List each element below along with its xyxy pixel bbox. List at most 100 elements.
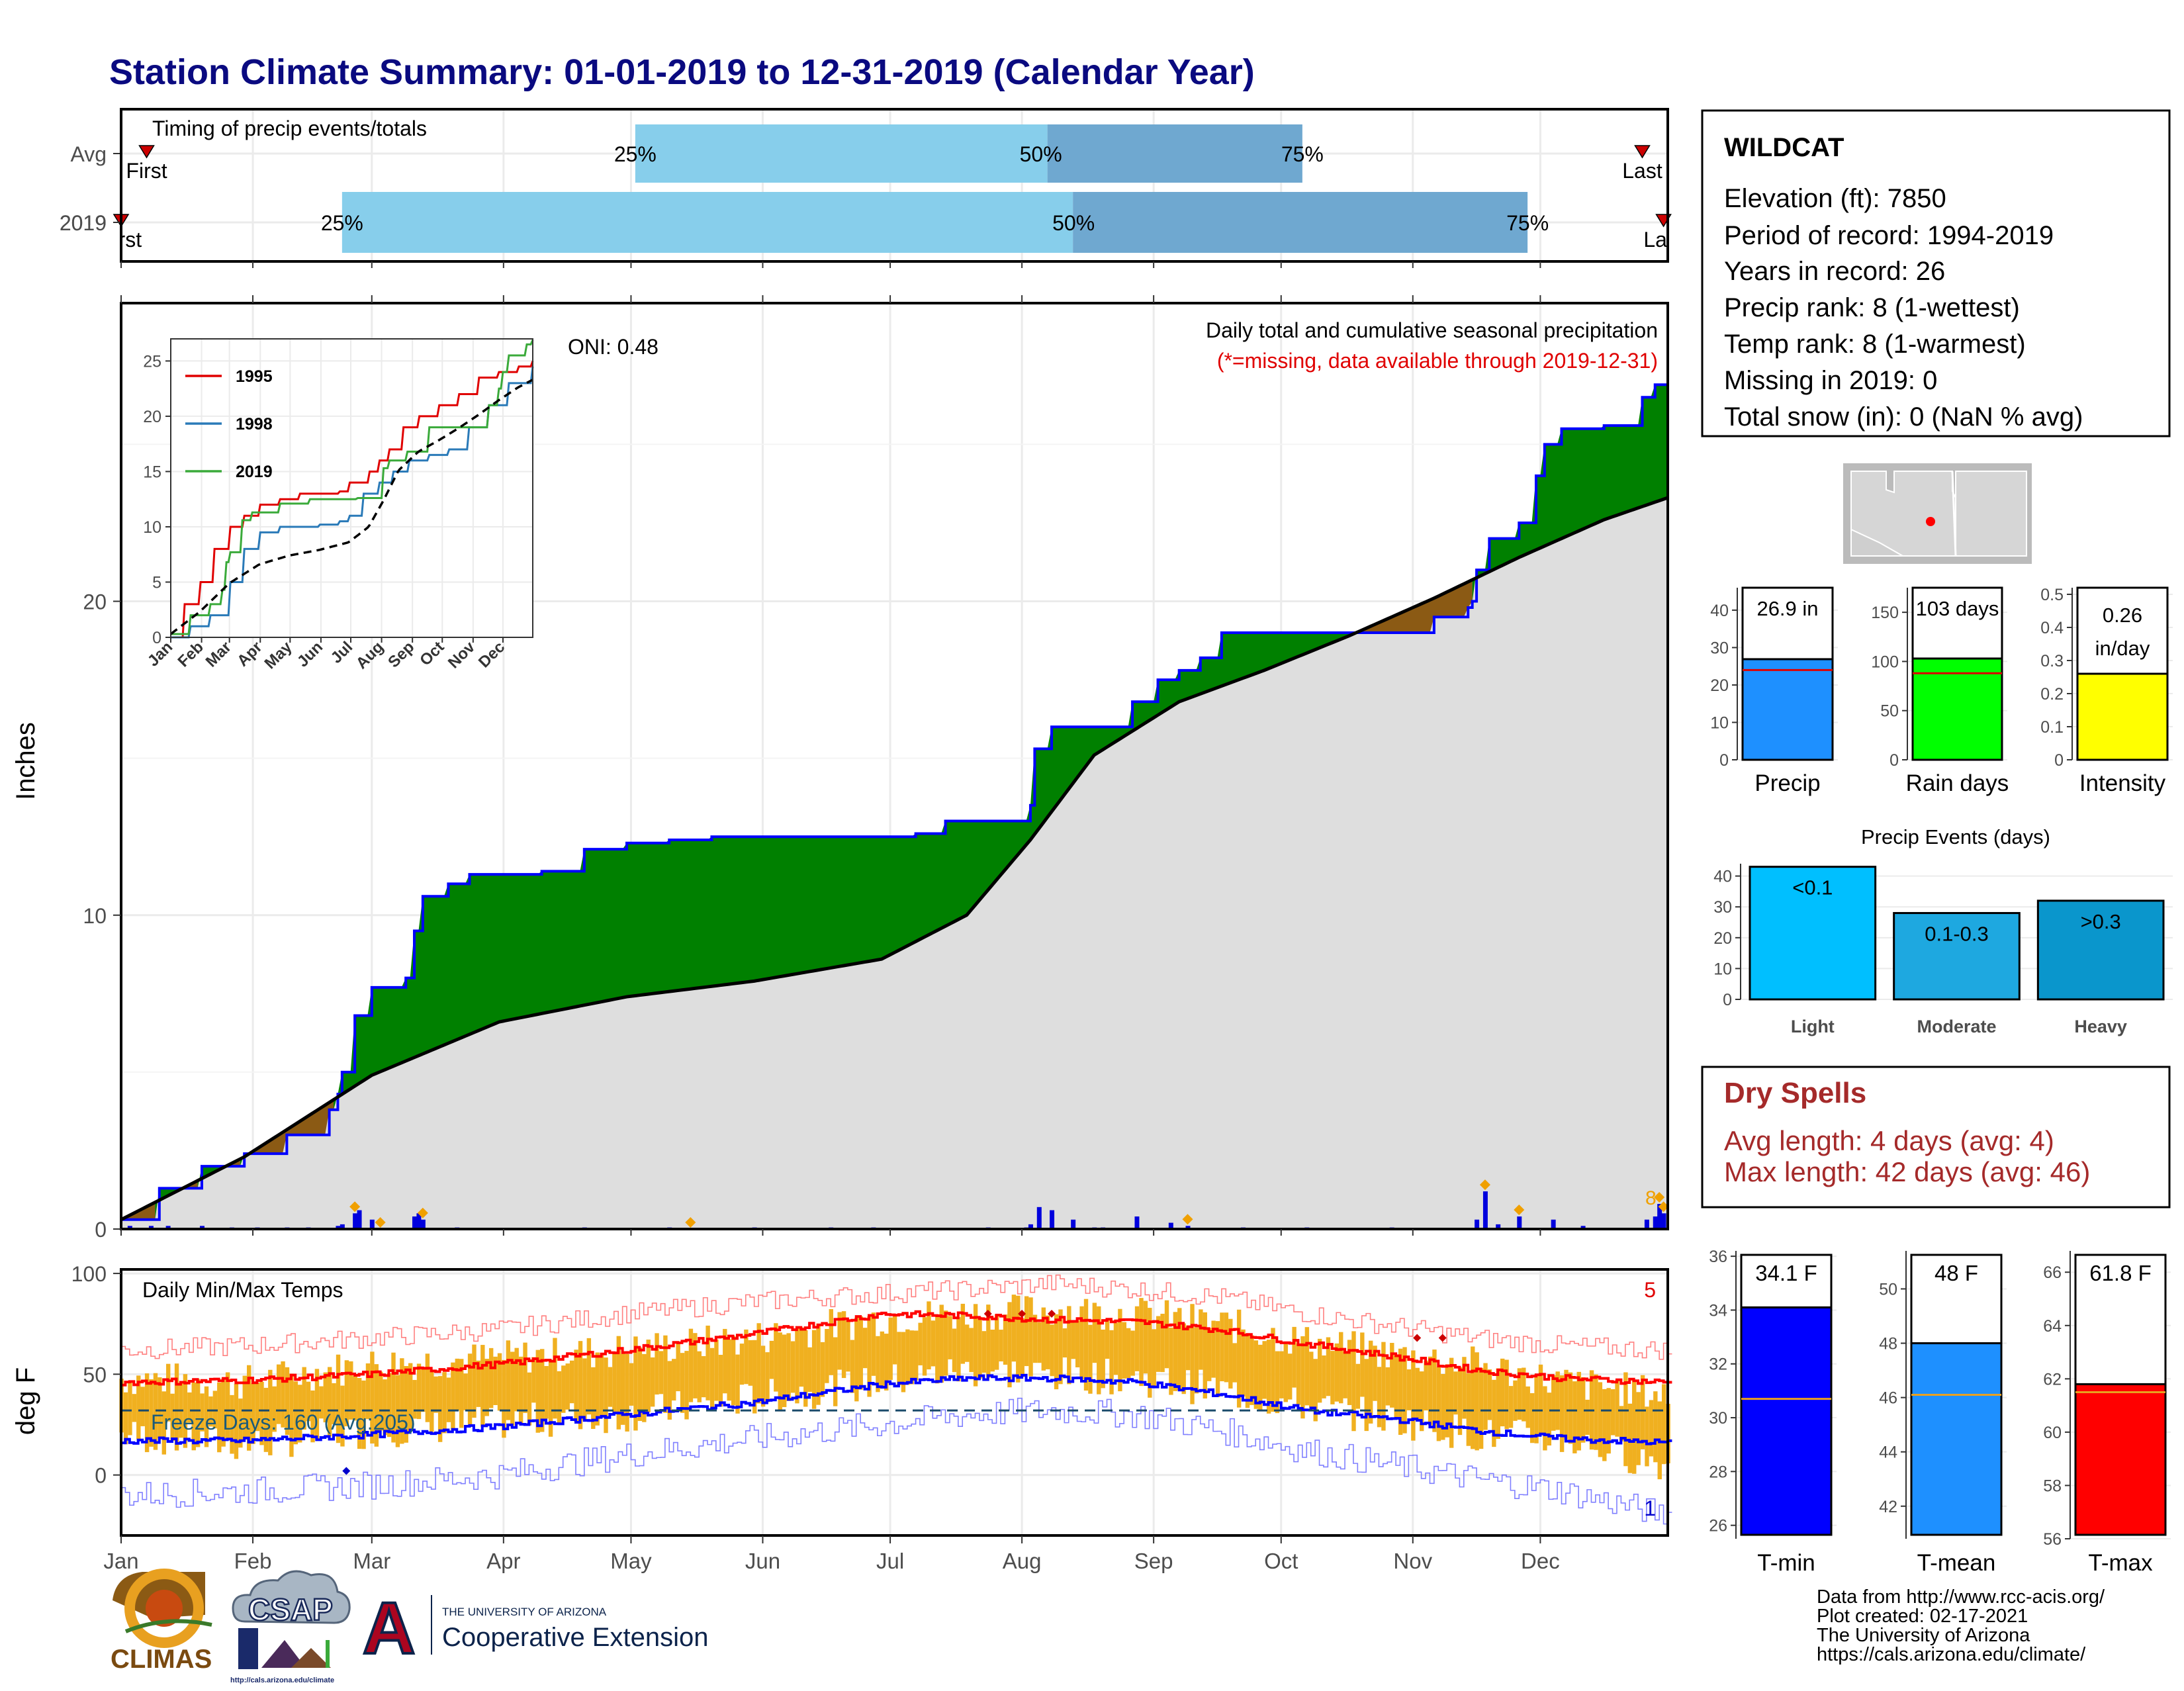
climas-logo: CLIMAS: [111, 1569, 212, 1674]
temp-daily-range-bar: [1313, 1359, 1318, 1422]
temp-daily-range-bar: [786, 1333, 791, 1401]
temp-bar-y-tick-label: 58: [2043, 1477, 2062, 1495]
small-bar-y-tick-label: 0.3: [2040, 652, 2064, 670]
temp-daily-range-bar: [1559, 1375, 1565, 1452]
temp-daily-range-bar: [1207, 1328, 1212, 1381]
temp-bar-y-tick-label: 48: [1879, 1335, 1897, 1353]
temp-daily-range-bar: [344, 1360, 349, 1427]
temp-daily-range-bar: [927, 1301, 931, 1370]
temp-daily-range-bar: [1156, 1316, 1161, 1372]
temp-daily-range-bar: [502, 1359, 506, 1438]
precip-above-average-area: [1472, 385, 1668, 602]
small-bar-y-tick-label: 20: [1710, 676, 1729, 695]
small-bar-label-box: [1741, 586, 1834, 661]
temp-daily-range-bar: [285, 1367, 290, 1436]
temp-daily-range-bar: [314, 1369, 320, 1440]
temp-daily-range-bar: [1428, 1356, 1433, 1426]
temp-daily-range-bar: [446, 1377, 451, 1422]
temp-daily-range-bar: [709, 1348, 715, 1410]
temp-daily-range-bar: [1364, 1359, 1369, 1432]
temp-daily-range-bar: [948, 1316, 952, 1359]
temp-daily-range-bar: [1538, 1364, 1543, 1436]
temp-daily-range-bar: [433, 1376, 438, 1413]
temp-daily-range-bar: [1007, 1302, 1012, 1388]
month-axis-label: Feb: [234, 1549, 272, 1573]
dry-spells-title: Dry Spells: [1724, 1077, 1866, 1109]
temp-daily-range-bar: [1411, 1350, 1416, 1441]
temp-record-high-marker: [1438, 1334, 1447, 1342]
temp-daily-range-bar: [960, 1303, 966, 1364]
temp-daily-range-bar: [744, 1329, 749, 1385]
temp-daily-range-bar: [1373, 1346, 1377, 1401]
precip-daily-bar: [127, 1226, 132, 1229]
temp-daily-range-bar: [1232, 1343, 1237, 1383]
temp-daily-range-bar: [718, 1355, 723, 1407]
credits-block: Data from http://www.rcc-acis.org/ Plot …: [1817, 1586, 2105, 1665]
precip-daily-bar: [199, 1226, 205, 1229]
temp-record-high-marker: [1048, 1310, 1056, 1318]
inset-bg: [171, 339, 533, 637]
temp-bar-y-tick-label: 44: [1879, 1443, 1897, 1462]
temp-daily-range-bar: [1594, 1374, 1598, 1450]
temp-daily-range-bar: [939, 1304, 944, 1383]
temp-daily-range-bar: [247, 1365, 251, 1451]
temp-daily-range-bar: [1420, 1371, 1424, 1432]
temp-daily-range-bar: [1355, 1363, 1361, 1409]
info-line-temp-rank: Temp rank: 8 (1-warmest): [1724, 330, 2026, 359]
timing-last-label: Last: [1622, 159, 1662, 183]
events-bar-light: [1749, 866, 1877, 1001]
temp-daily-range-bar: [1287, 1353, 1293, 1400]
temp-daily-range-bar: [128, 1380, 132, 1436]
precip-daily-bar: [353, 1213, 358, 1229]
temp-daily-range-bar: [1253, 1340, 1259, 1409]
timing-first-marker: [138, 145, 155, 159]
temp-daily-range-bar: [1300, 1336, 1305, 1419]
precip-daily-bar: [1580, 1226, 1586, 1229]
temp-daily-range-bar: [1118, 1308, 1122, 1392]
temp-daily-range-bar: [1266, 1340, 1271, 1414]
month-axis-label: Mar: [353, 1549, 390, 1573]
precip-above-average-area: [197, 1166, 224, 1189]
temp-daily-range-bar: [642, 1353, 647, 1422]
temp-daily-range-bar: [608, 1367, 613, 1407]
temp-daily-range-bar: [1543, 1386, 1547, 1451]
temp-daily-range-bar: [1475, 1352, 1479, 1451]
temp-daily-range-bar: [289, 1373, 294, 1457]
events-bar-label: <0.1: [1792, 876, 1833, 899]
temp-daily-range-bar: [820, 1342, 825, 1397]
temp-daily-range-bar: [752, 1340, 757, 1414]
temp-daily-range-bar: [1381, 1342, 1386, 1431]
temp-daily-range-bar: [705, 1325, 710, 1400]
temp-daily-range-bar: [837, 1312, 842, 1370]
temp-average-max-line: [121, 1310, 1672, 1387]
temp-daily-range-bar: [310, 1390, 315, 1443]
temp-daily-range-bar: [981, 1331, 987, 1373]
temp-daily-range-bar: [659, 1351, 664, 1394]
temp-daily-range-bar: [1262, 1341, 1267, 1399]
temp-bar-y-tick-label: 32: [1709, 1355, 1727, 1374]
temp-daily-range-bar: [574, 1349, 578, 1422]
small-bar-y-tick-label: 40: [1710, 602, 1729, 620]
temp-daily-range-bar: [455, 1358, 460, 1411]
temp-daily-range-bar: [952, 1328, 957, 1373]
temp-bar-y-tick-label: 64: [2043, 1317, 2062, 1336]
temp-daily-range-bar: [727, 1339, 731, 1401]
events-category-label: Heavy: [2074, 1017, 2127, 1036]
temp-daily-range-bar: [497, 1353, 502, 1411]
station-name: WILDCAT: [1724, 133, 1844, 162]
temp-bar-label-box: [2074, 1254, 2167, 1385]
temperature-panel: Daily Min/Max Temps 5 1 Freeze Days: 160 (A…: [11, 1262, 1672, 1573]
temp-record-min-line: [121, 1397, 1672, 1525]
timing-bar-q50-q75: [1047, 124, 1302, 183]
temp-daily-range-bar: [412, 1380, 417, 1419]
temp-daily-range-bar: [493, 1356, 498, 1406]
temp-daily-range-bar: [825, 1328, 829, 1383]
temp-daily-range-bar: [650, 1357, 655, 1407]
temp-daily-range-bar: [506, 1340, 511, 1420]
temp-daily-range-bar: [1215, 1321, 1220, 1398]
dry-spells-box: Dry Spells Avg length: 4 days (avg: 4) M…: [1701, 1066, 2171, 1209]
precip-annotation: Daily total and cumulative seasonal prec…: [1206, 318, 1658, 342]
temp-daily-range-bar: [1424, 1360, 1428, 1411]
temp-daily-range-bar: [488, 1348, 494, 1408]
timing-panel-label: Timing of precip events/totals: [152, 116, 427, 140]
